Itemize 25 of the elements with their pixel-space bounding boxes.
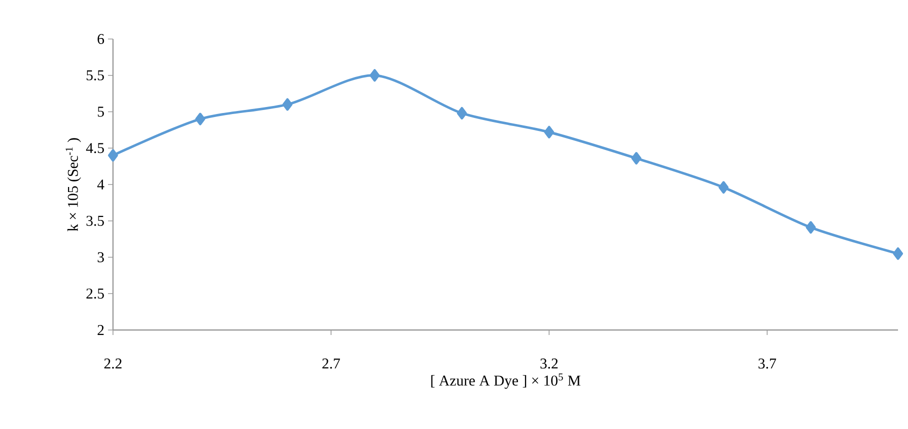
y-tick-label: 5.5 bbox=[86, 70, 104, 80]
y-tick-label: 4 bbox=[97, 180, 104, 190]
point bbox=[456, 106, 467, 120]
x-tick-label: 3.2 bbox=[540, 358, 558, 369]
point bbox=[718, 181, 729, 194]
x-tick-label: 2.7 bbox=[322, 358, 340, 369]
y-tick-label: 5 bbox=[98, 106, 104, 117]
y-tick-label: 3 bbox=[98, 252, 104, 262]
y-tick-label: 3.5 bbox=[86, 216, 104, 226]
y-axis-title: k × 105 (Sec$^{-1}$ ) bbox=[66, 138, 81, 232]
y-tick-label: 2.5 bbox=[86, 288, 104, 299]
point bbox=[631, 152, 642, 165]
point bbox=[893, 247, 904, 260]
point bbox=[282, 98, 292, 111]
point bbox=[195, 112, 206, 126]
x-tick-label: 2.2 bbox=[104, 358, 122, 369]
point bbox=[544, 126, 554, 138]
point bbox=[108, 149, 118, 162]
y-tick-label: 6 bbox=[98, 34, 104, 44]
point bbox=[806, 221, 816, 234]
y-tick-label: 2 bbox=[98, 325, 104, 335]
point bbox=[370, 69, 380, 82]
y-tick-label: 4.5 bbox=[86, 143, 104, 154]
x-tick-label: 3.7 bbox=[758, 358, 776, 369]
x-axis-title: [ Azure A Dye ] × 10$^{5}$ M bbox=[431, 373, 580, 389]
